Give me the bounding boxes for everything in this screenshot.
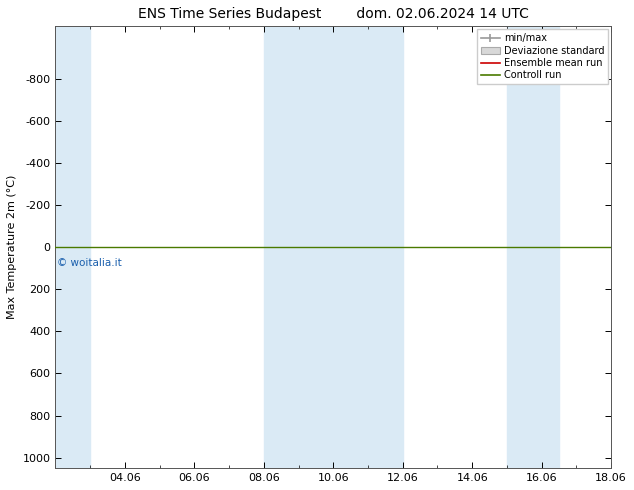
Bar xyxy=(333,26,403,468)
Bar xyxy=(507,26,559,468)
Text: © woitalia.it: © woitalia.it xyxy=(57,258,122,268)
Bar xyxy=(264,26,333,468)
Y-axis label: Max Temperature 2m (°C): Max Temperature 2m (°C) xyxy=(7,175,17,319)
Legend: min/max, Deviazione standard, Ensemble mean run, Controll run: min/max, Deviazione standard, Ensemble m… xyxy=(477,29,608,84)
Title: ENS Time Series Budapest        dom. 02.06.2024 14 UTC: ENS Time Series Budapest dom. 02.06.2024… xyxy=(138,7,529,21)
Bar xyxy=(55,26,90,468)
